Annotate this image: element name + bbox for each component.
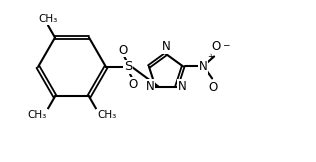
Text: +: + — [207, 52, 214, 61]
Text: N: N — [178, 80, 186, 93]
Text: O: O — [211, 40, 221, 53]
Text: O: O — [128, 77, 138, 91]
Text: CH₃: CH₃ — [38, 14, 58, 24]
Text: N: N — [199, 60, 208, 73]
Text: CH₃: CH₃ — [97, 110, 116, 120]
Text: N: N — [146, 80, 155, 93]
Text: O: O — [118, 44, 128, 57]
Text: N: N — [161, 40, 170, 53]
Text: O: O — [209, 81, 218, 94]
Text: CH₃: CH₃ — [28, 110, 47, 120]
Text: S: S — [124, 60, 132, 74]
Text: −: − — [222, 40, 230, 49]
